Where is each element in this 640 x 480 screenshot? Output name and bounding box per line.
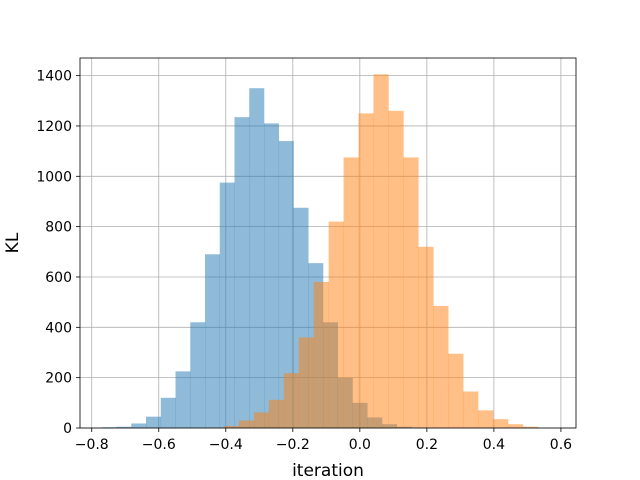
histogram-bar: [403, 157, 419, 429]
histogram-bar: [268, 399, 285, 428]
histogram-bars: [101, 74, 539, 429]
histogram-bar: [238, 420, 255, 428]
histogram-bar: [448, 353, 464, 428]
y-tick-label: 1200: [36, 119, 72, 135]
histogram-bar: [328, 221, 344, 428]
histogram-bar: [373, 74, 389, 429]
y-tick-label: 1400: [36, 69, 72, 85]
histogram-bar: [278, 141, 294, 428]
histogram-bar: [234, 117, 250, 428]
histogram-bar: [298, 337, 314, 428]
histogram-bar: [219, 182, 235, 428]
histogram-bar: [283, 373, 300, 428]
x-tick-label: 0.6: [550, 437, 572, 453]
x-axis-title: iteration: [292, 461, 364, 480]
histogram-bar: [249, 88, 265, 429]
x-tick-label: 0.0: [349, 437, 371, 453]
histogram-bar: [522, 426, 539, 428]
histogram-bar: [146, 416, 162, 428]
plot-frame: [79, 57, 577, 429]
y-tick-label: 600: [45, 270, 72, 286]
histogram-bar: [131, 423, 147, 428]
histogram-bar: [253, 412, 270, 428]
x-tick-label: 0.2: [416, 437, 438, 453]
x-axis-ticks: −0.8 −0.6 −0.4 −0.2 0.0 0.2 0.4 0.6: [75, 428, 572, 453]
histogram-bar: [463, 391, 479, 428]
histogram-bar: [313, 282, 329, 428]
histogram-bar: [433, 305, 449, 428]
x-tick-label: −0.4: [209, 437, 243, 453]
histogram-bar: [160, 397, 176, 428]
histogram-bar: [358, 113, 374, 429]
histogram-bar: [175, 371, 191, 428]
x-tick-label: −0.6: [142, 437, 176, 453]
histogram-bar: [223, 425, 240, 428]
histogram-bar: [478, 410, 494, 428]
y-tick-label: 0: [63, 421, 72, 437]
y-axis-title: KL: [3, 232, 23, 253]
histogram-bar: [343, 157, 359, 429]
y-tick-label: 200: [45, 371, 72, 387]
x-tick-label: −0.8: [75, 437, 109, 453]
histogram-bar: [205, 254, 221, 428]
y-tick-label: 1000: [36, 169, 72, 185]
x-tick-label: −0.2: [276, 437, 310, 453]
histogram-bar: [388, 110, 404, 428]
histogram-bar: [190, 322, 206, 428]
histogram-bar: [493, 419, 509, 428]
y-tick-label: 800: [45, 220, 72, 236]
histogram-bar: [116, 426, 132, 428]
x-tick-label: 0.4: [483, 437, 505, 453]
histogram-bar: [263, 123, 280, 429]
histogram-bar: [507, 424, 524, 428]
histogram-bar: [418, 246, 434, 428]
y-tick-label: 400: [45, 320, 72, 336]
y-axis-ticks: 0 200 400 600 800 1000 1200 1400: [36, 69, 80, 437]
